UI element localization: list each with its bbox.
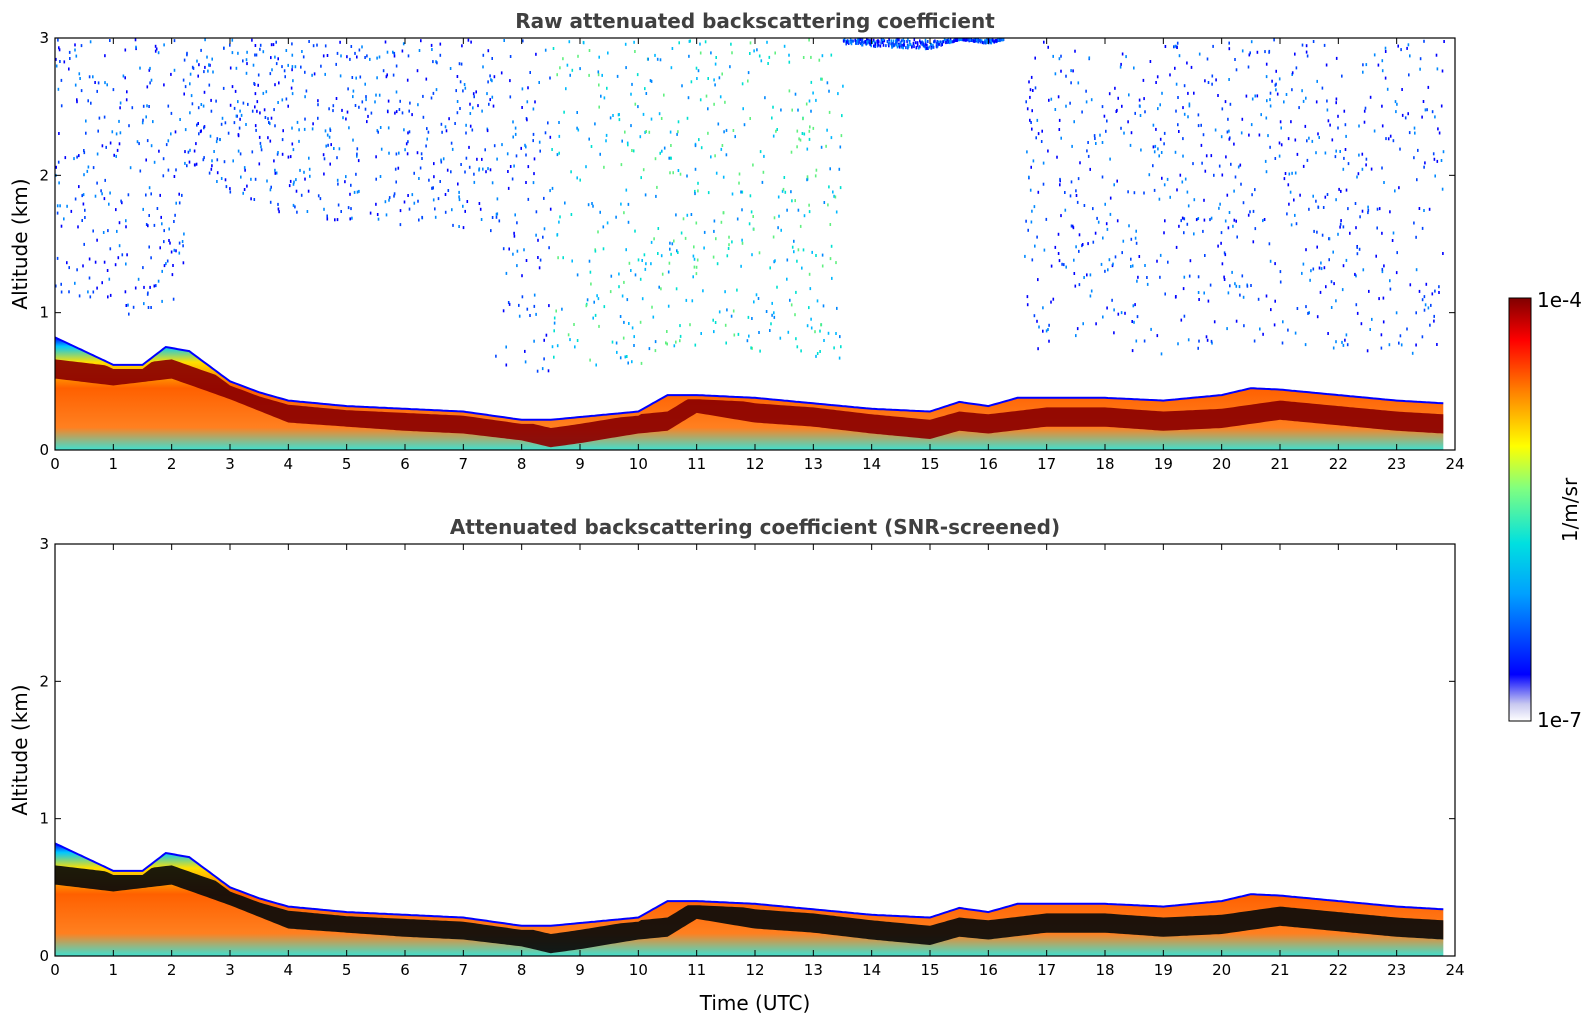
x-tick-label: 11 <box>687 961 706 979</box>
x-tick-label: 1 <box>109 455 119 473</box>
x-tick-label: 14 <box>862 961 881 979</box>
x-tick-label: 8 <box>517 455 527 473</box>
x-tick-label: 19 <box>1154 455 1173 473</box>
x-tick-label: 19 <box>1154 961 1173 979</box>
x-tick-label: 23 <box>1387 961 1406 979</box>
y-tick-label: 2 <box>39 672 49 690</box>
x-tick-label: 9 <box>575 961 585 979</box>
y-axis-ticks-raw: 0 1 2 3 <box>39 29 1455 459</box>
noise-speckle <box>55 38 1445 373</box>
x-tick-label: 2 <box>167 455 177 473</box>
colorbar-unit-label: 1/m/sr <box>1558 477 1582 542</box>
colorbar-min-label: 1e-7 <box>1537 708 1582 732</box>
strong-backscatter-band <box>55 865 1444 954</box>
x-tick-label: 15 <box>920 961 939 979</box>
x-tick-label: 16 <box>979 455 998 473</box>
x-tick-label: 5 <box>342 455 352 473</box>
layer-top-edge <box>55 336 1444 421</box>
plot-area-screened <box>55 842 1444 956</box>
x-tick-label: 14 <box>862 455 881 473</box>
x-tick-label: 10 <box>629 961 648 979</box>
y-axis-label-raw: Altitude (km) <box>8 178 32 309</box>
x-tick-label: 4 <box>284 961 294 979</box>
x-tick-label: 5 <box>342 961 352 979</box>
x-tick-label: 13 <box>804 961 823 979</box>
x-tick-label: 24 <box>1445 455 1464 473</box>
y-axis-label-screened: Altitude (km) <box>8 684 32 815</box>
x-tick-label: 9 <box>575 455 585 473</box>
x-tick-label: 20 <box>1212 455 1231 473</box>
panel-screened: Attenuated backscattering coefficient (S… <box>8 515 1465 1015</box>
x-axis-label-screened: Time (UTC) <box>699 991 811 1015</box>
x-tick-label: 6 <box>400 455 410 473</box>
x-tick-label: 1 <box>109 961 119 979</box>
x-tick-label: 18 <box>1095 455 1114 473</box>
colorbar-gradient <box>1508 297 1532 722</box>
x-tick-label: 10 <box>629 455 648 473</box>
y-tick-label: 2 <box>39 166 49 184</box>
x-tick-label: 7 <box>459 961 469 979</box>
x-tick-label: 17 <box>1037 455 1056 473</box>
plot-frame-raw <box>54 37 1456 451</box>
x-axis-ticks-screened: 0 1 2 3 4 5 6 7 8 9 10 11 12 13 14 15 16 17 18 19 20 21 22 23 24 <box>50 544 1465 979</box>
x-tick-label: 7 <box>459 455 469 473</box>
colorbar: 1e-4 1e-7 1/m/sr <box>1508 288 1582 732</box>
layer-top-edge <box>55 842 1444 927</box>
x-tick-label: 12 <box>745 961 764 979</box>
x-tick-label: 24 <box>1445 961 1464 979</box>
x-tick-label: 21 <box>1270 455 1289 473</box>
x-tick-label: 16 <box>979 961 998 979</box>
y-tick-label: 1 <box>39 304 49 322</box>
y-tick-label: 1 <box>39 810 49 828</box>
colorbar-max-label: 1e-4 <box>1537 288 1582 312</box>
x-tick-label: 6 <box>400 961 410 979</box>
y-axis-ticks-screened: 0 1 2 3 <box>39 535 1455 965</box>
x-tick-label: 23 <box>1387 455 1406 473</box>
y-tick-label: 3 <box>39 29 49 47</box>
x-tick-label: 8 <box>517 961 527 979</box>
x-tick-label: 21 <box>1270 961 1289 979</box>
x-tick-label: 20 <box>1212 961 1231 979</box>
plot-area-raw <box>55 38 1445 450</box>
x-tick-label: 4 <box>284 455 294 473</box>
y-tick-label: 0 <box>39 947 49 965</box>
strong-backscatter-band <box>55 359 1444 448</box>
x-tick-label: 13 <box>804 455 823 473</box>
x-tick-label: 22 <box>1329 455 1348 473</box>
x-tick-label: 3 <box>225 455 235 473</box>
panel-title-raw: Raw attenuated backscattering coefficien… <box>515 9 995 33</box>
x-tick-label: 15 <box>920 455 939 473</box>
panel-title-screened: Attenuated backscattering coefficient (S… <box>450 515 1060 539</box>
x-tick-label: 2 <box>167 961 177 979</box>
plot-frame-screened <box>54 543 1456 957</box>
x-tick-label: 0 <box>50 455 60 473</box>
y-tick-label: 0 <box>39 441 49 459</box>
y-tick-label: 3 <box>39 535 49 553</box>
panel-raw: Raw attenuated backscattering coefficien… <box>8 9 1465 473</box>
x-tick-label: 0 <box>50 961 60 979</box>
x-tick-label: 18 <box>1095 961 1114 979</box>
x-tick-label: 11 <box>687 455 706 473</box>
x-axis-ticks-raw: 0 1 2 3 4 5 6 7 8 9 10 11 12 13 14 15 16 17 18 19 20 21 22 23 24 <box>50 38 1465 473</box>
x-tick-label: 17 <box>1037 961 1056 979</box>
x-tick-label: 3 <box>225 961 235 979</box>
x-tick-label: 22 <box>1329 961 1348 979</box>
x-tick-label: 12 <box>745 455 764 473</box>
